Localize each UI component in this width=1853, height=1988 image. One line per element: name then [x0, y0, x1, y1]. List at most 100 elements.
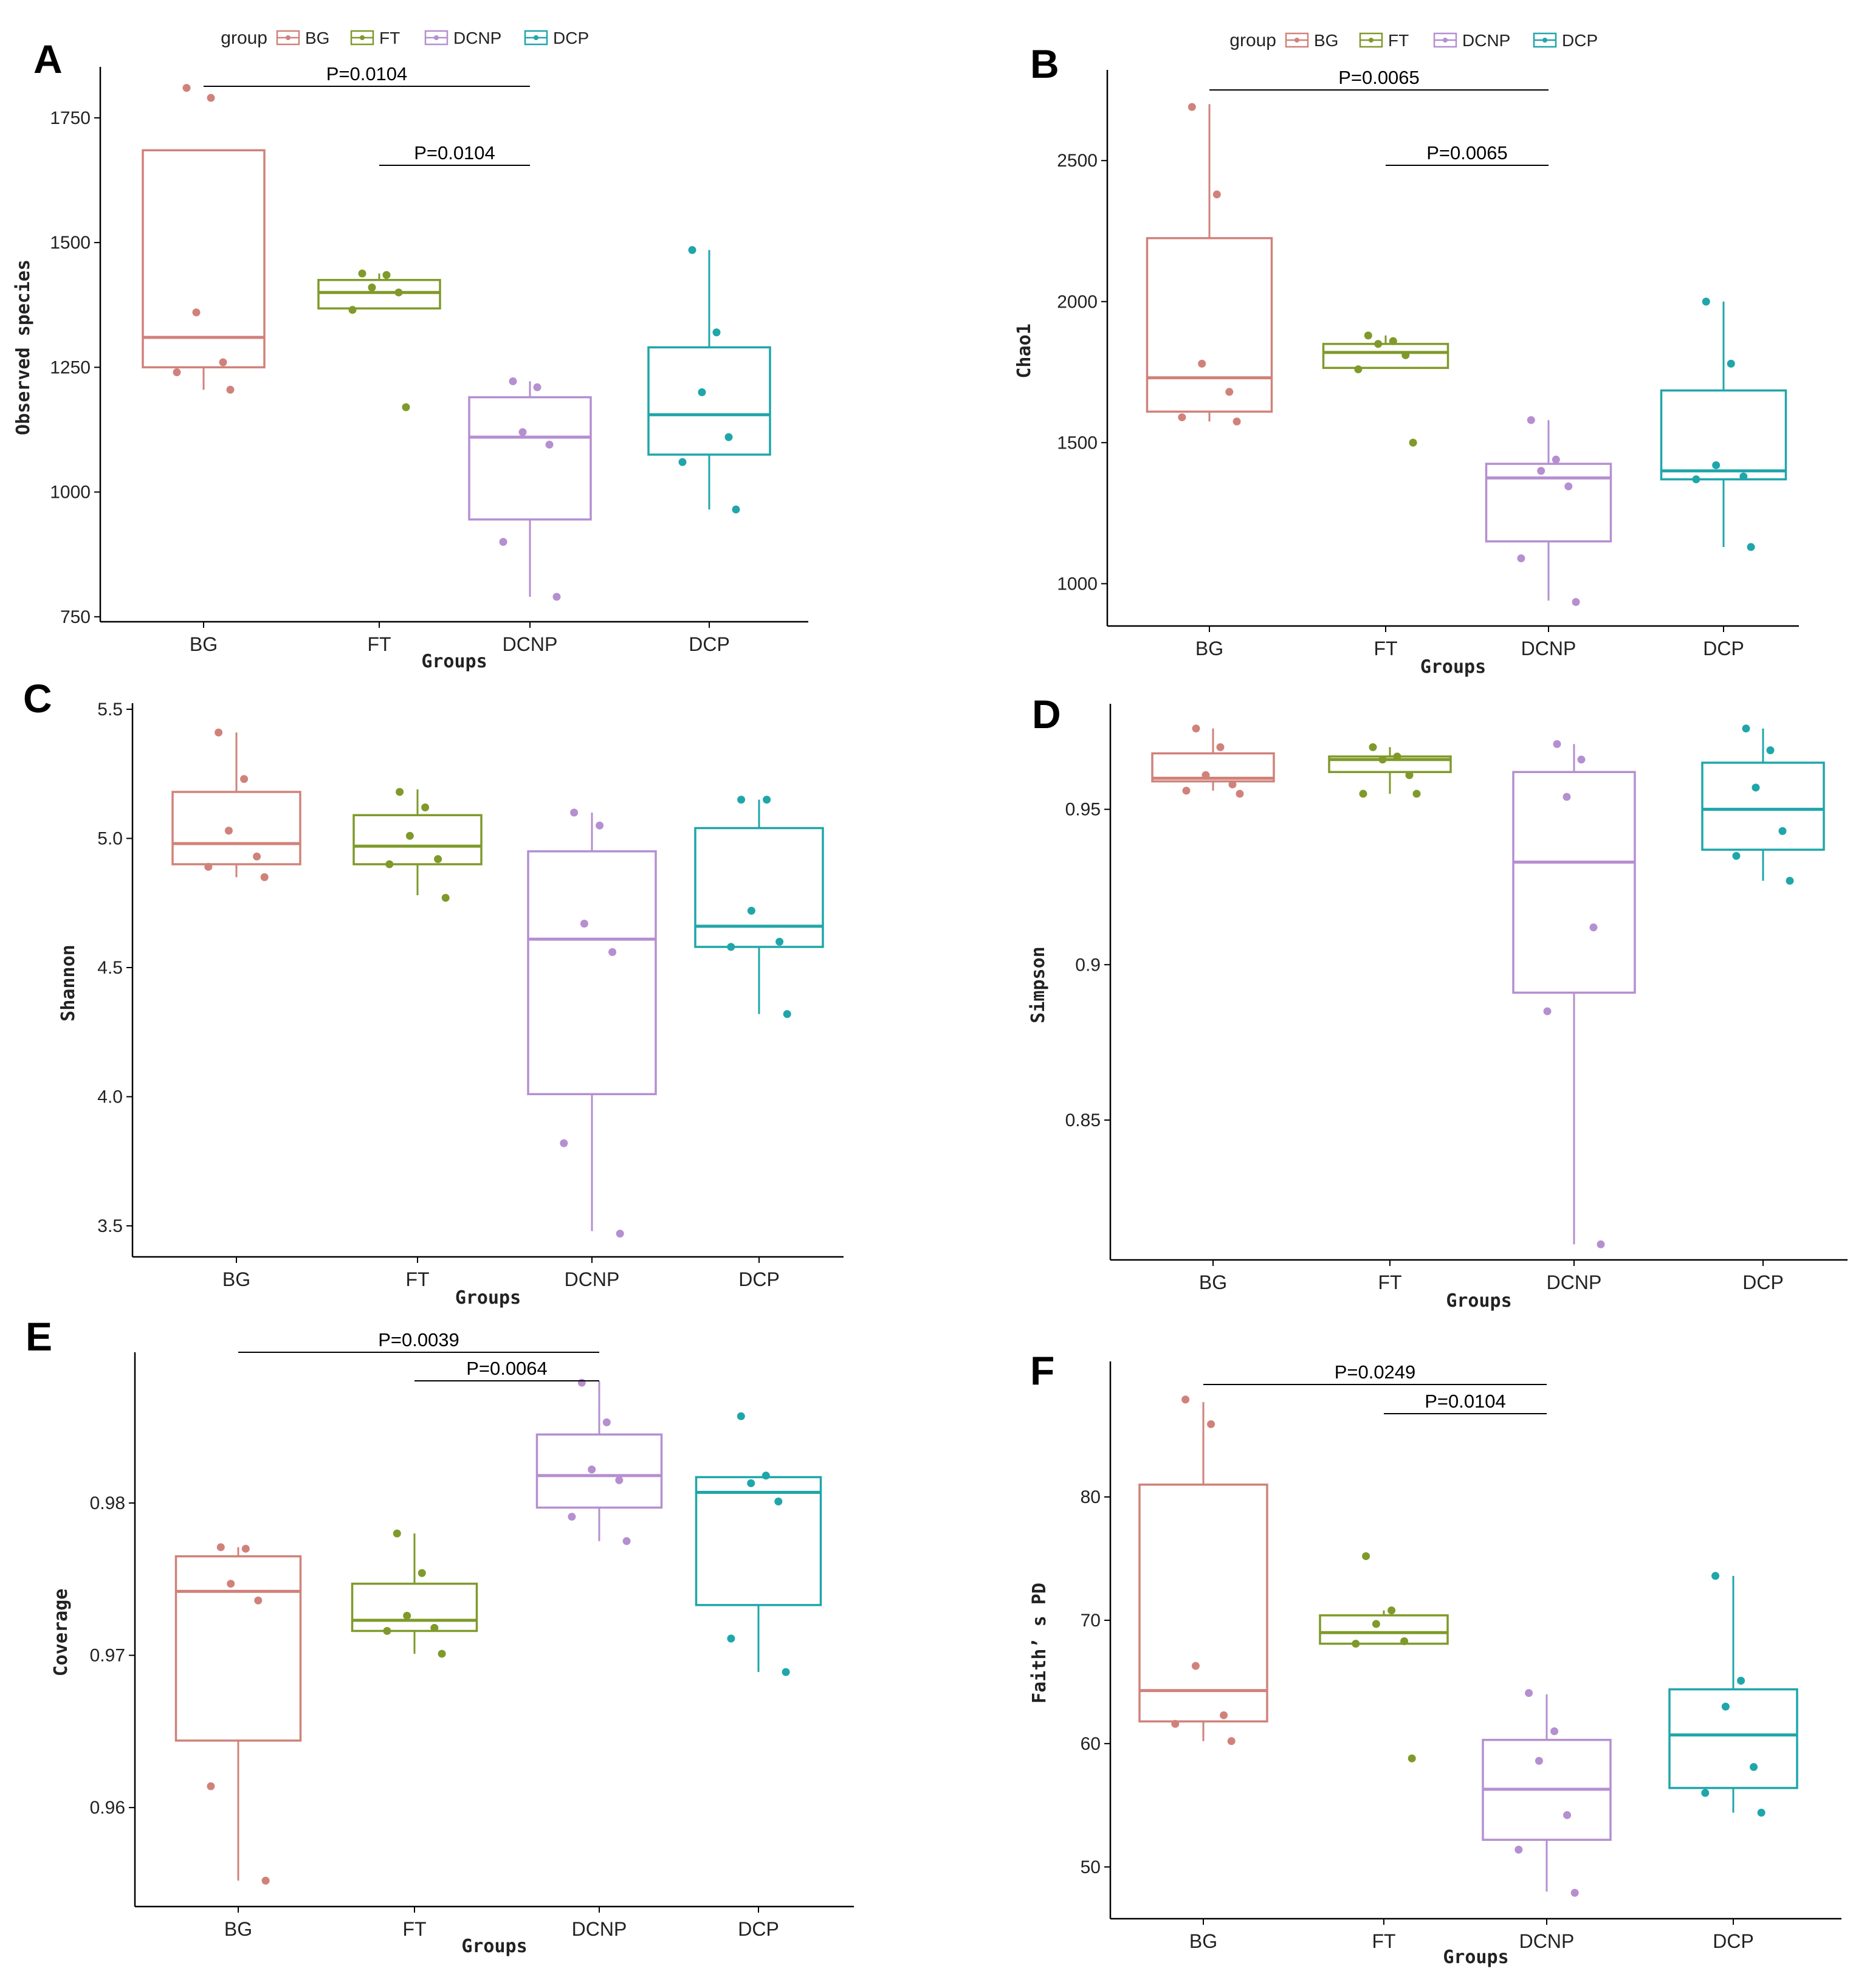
data-point — [1737, 1676, 1745, 1685]
data-point — [782, 1668, 790, 1676]
legend-key-point — [1443, 38, 1448, 43]
data-point — [1207, 1420, 1215, 1428]
panel-d: D 0.85 0.9 0.95 Simpson BG FT DCNP DCP Groups — [1028, 692, 1848, 1312]
data-point — [1727, 359, 1735, 368]
panel-c: C 3.5 4.0 4.5 5.0 5.5 Shannon BG FT DCNP DCP Groups — [23, 676, 844, 1309]
data-point — [1389, 337, 1397, 345]
panel-c-box-dcnp — [527, 808, 657, 1238]
data-point — [1721, 1702, 1730, 1711]
data-point — [1553, 740, 1561, 748]
box-iqr — [1512, 771, 1636, 994]
panel-c-xtick-label: DCP — [738, 1268, 780, 1290]
legend-item-bg: BG — [1285, 31, 1338, 50]
box-iqr — [1146, 237, 1273, 413]
panel-c-xtick-label: DCNP — [565, 1268, 620, 1290]
data-point — [1543, 1007, 1552, 1016]
panel-e-box-bg — [174, 1543, 302, 1885]
data-point — [1535, 1756, 1543, 1765]
panel-e-xtick-label: FT — [402, 1918, 426, 1940]
data-point — [1401, 351, 1410, 359]
panel-f-box-bg — [1138, 1395, 1268, 1746]
panel-b-box-dcp — [1660, 297, 1787, 551]
panel-e-bracket-1: P=0.0039 — [238, 1329, 599, 1353]
legend-key-point — [434, 35, 439, 40]
panel-f-bracket-1: P=0.0249 — [1203, 1361, 1547, 1385]
data-point — [204, 862, 213, 871]
panel-a-xtick-label: DCP — [689, 633, 730, 655]
legend-label: FT — [1388, 31, 1409, 50]
box-iqr — [142, 149, 266, 369]
data-point — [1212, 190, 1221, 199]
data-point — [560, 1139, 568, 1147]
data-point — [712, 328, 721, 337]
box-iqr — [171, 791, 301, 865]
panel-f-xtick-label: DCNP — [1519, 1930, 1575, 1952]
data-point — [261, 1876, 270, 1885]
panel-d-ytick-label: 0.9 — [1075, 955, 1101, 975]
legend-key-point — [1369, 38, 1373, 43]
panel-d-box-bg — [1151, 724, 1275, 798]
panel-e-box-ft — [351, 1529, 478, 1658]
data-point — [393, 1529, 401, 1538]
data-point — [382, 270, 391, 279]
data-point — [737, 796, 746, 804]
data-point — [1354, 365, 1363, 374]
data-point — [533, 383, 541, 391]
data-point — [545, 441, 554, 449]
data-point — [1563, 1811, 1572, 1820]
data-point — [1732, 851, 1741, 860]
panel-b-xtick-label: FT — [1373, 638, 1397, 659]
data-point — [226, 385, 235, 394]
panel-d-box-dcnp — [1512, 740, 1636, 1248]
p-value-label: P=0.0064 — [466, 1358, 548, 1379]
legend-label: DCNP — [453, 29, 501, 47]
data-point — [761, 1471, 770, 1480]
data-point — [1228, 780, 1237, 789]
legend-key-point — [1542, 38, 1547, 43]
data-point — [173, 368, 181, 377]
data-point — [441, 893, 450, 902]
p-value-label: P=0.0065 — [1338, 67, 1420, 88]
panel-a-box-dcnp — [468, 377, 592, 601]
panel-b-ytick-label: 1500 — [1057, 433, 1098, 453]
data-point — [1378, 755, 1387, 764]
data-point — [1369, 743, 1377, 751]
panel-a-box-dcp — [647, 246, 771, 514]
panel-b-ylabel: Chao1 — [1014, 323, 1035, 378]
data-point — [1227, 1737, 1236, 1746]
data-point — [1517, 554, 1525, 563]
data-point — [1702, 297, 1710, 306]
panel-a: A 750 1000 1250 1500 1750 Observed species BG FT… — [13, 28, 808, 672]
data-point — [1387, 1606, 1396, 1615]
panel-e-letter: E — [26, 1314, 52, 1359]
legend-label: BG — [1314, 31, 1338, 50]
data-point — [1577, 755, 1586, 764]
panel-b-ytick-label: 2000 — [1057, 292, 1098, 312]
panel-d-xtick-label: DCNP — [1547, 1271, 1602, 1293]
box-iqr — [1668, 1688, 1798, 1789]
panel-d-ytick-label: 0.95 — [1065, 800, 1101, 820]
data-point — [1778, 827, 1787, 835]
panel-c-xlabel: Groups — [455, 1287, 521, 1309]
panel-e-ytick-label: 0.97 — [90, 1646, 125, 1666]
panel-a-bracket-2: P=0.0104 — [379, 142, 530, 166]
data-point — [775, 938, 784, 946]
data-point — [1178, 413, 1186, 422]
data-point — [1362, 1552, 1370, 1560]
panel-f-letter: F — [1030, 1348, 1054, 1393]
data-point — [1527, 416, 1535, 424]
data-point — [499, 538, 507, 546]
panel-f: F 50 60 70 80 Faith’ s PD BG FT DCNP DCP Groups P=0… — [1029, 1348, 1841, 1968]
data-point — [1597, 1240, 1605, 1248]
data-point — [747, 907, 755, 915]
legend-item-dcp: DCP — [524, 29, 589, 47]
data-point — [396, 788, 404, 796]
panel-b: B 1000 1500 2000 2500 Chao1 BG FT DCNP DCP Groups P… — [1014, 30, 1799, 678]
panel-e-xtick-label: BG — [224, 1918, 252, 1940]
box-iqr — [468, 396, 592, 521]
panel-f-ytick-label: 60 — [1081, 1734, 1101, 1754]
data-point — [182, 84, 191, 92]
panel-d-ylabel: Simpson — [1028, 946, 1049, 1023]
data-point — [1712, 461, 1721, 469]
